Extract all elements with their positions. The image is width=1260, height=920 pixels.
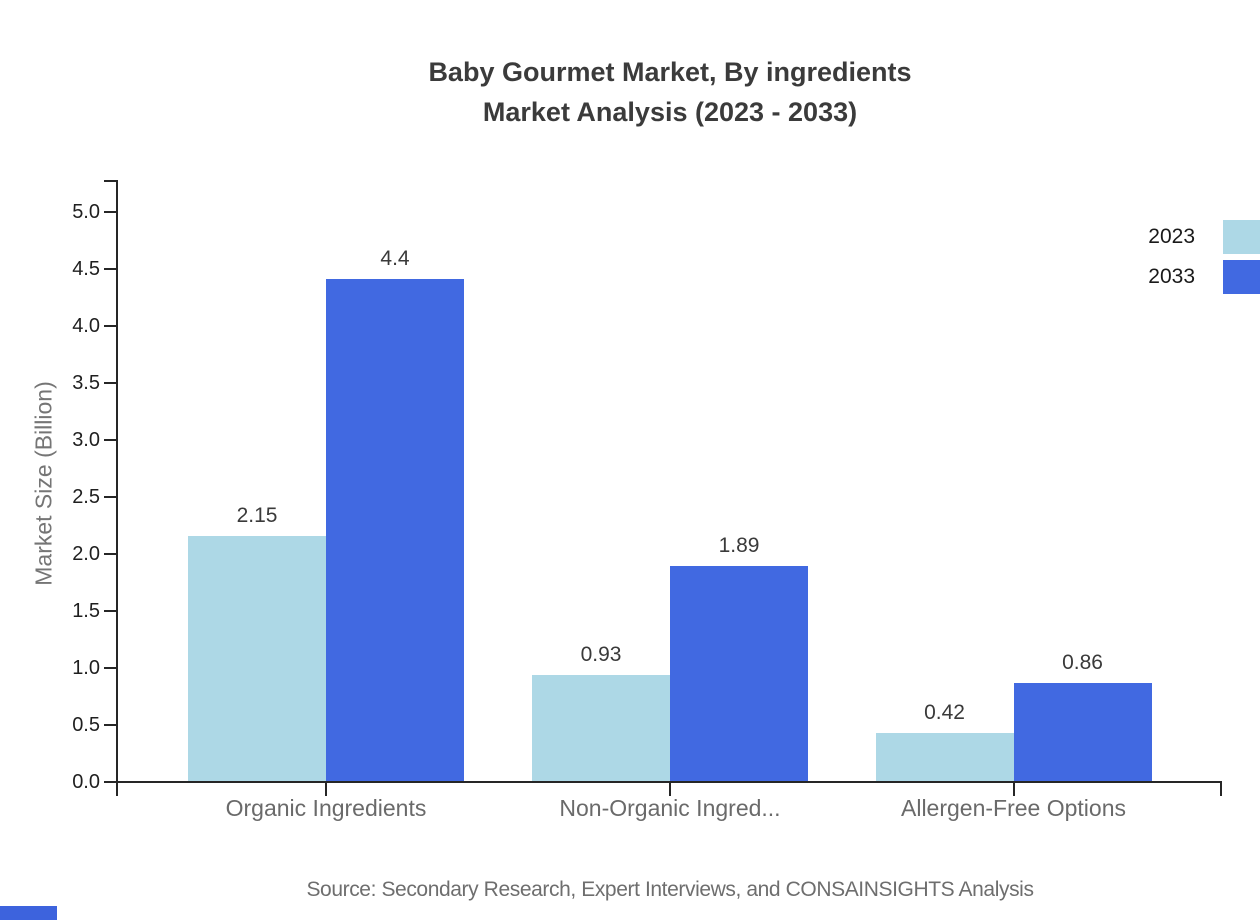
y-tick [104,268,116,270]
bar-value-label: 0.42 [924,701,965,725]
y-tick [104,610,116,612]
y-tick [104,496,116,498]
y-tick [104,781,116,783]
bar-2023-2 [875,733,1014,781]
y-tick [104,667,116,669]
bar-value-label: 0.86 [1062,650,1103,674]
x-tick [1012,783,1015,796]
y-tick-label: 4.5 [72,258,100,280]
y-tick [104,724,116,726]
y-tick-label: 2.5 [72,486,100,508]
y-axis-line [116,180,118,796]
bar-value-label: 4.4 [380,247,410,271]
bar-2033-1 [670,565,808,781]
legend-label: 2033 [1148,265,1195,288]
bar-2023-1 [532,674,670,781]
bar-value-label: 0.93 [580,642,622,666]
category-label: Allergen-Free Options [901,795,1126,821]
y-tick-label: 1.0 [72,657,100,679]
chart-title-line-1: Baby Gourmet Market, By ingredients [428,57,912,87]
bar-2033-2 [1013,682,1152,781]
y-tick [104,325,116,327]
chart-title-line-2: Market Analysis (2023 - 2033) [482,97,858,127]
y-tick-label: 3.5 [72,372,100,394]
source-text: Source: Secondary Research, Expert Inter… [306,878,1034,901]
x-axis-end-tick [1220,781,1222,796]
y-tick [104,211,116,213]
chart-title: Baby Gourmet Market, By ingredients Mark… [118,52,1222,132]
y-tick [104,553,116,555]
x-tick [669,783,671,796]
bar-value-label: 1.89 [718,533,760,557]
legend-swatch [1223,220,1260,254]
brand-mark [0,906,57,920]
y-tick-label: 5.0 [72,201,100,223]
bar-2023-0 [188,535,326,781]
y-tick-label: 0.5 [72,714,100,736]
x-tick [325,783,327,796]
legend-swatch [1223,260,1260,294]
y-tick [104,439,116,441]
bar-2033-0 [326,279,464,781]
y-axis-top-cap [104,180,118,182]
category-label: Organic Ingredients [225,795,427,821]
y-tick-label: 0.0 [72,771,100,793]
legend-item-2033: 2033 [1100,259,1260,294]
legend-item-2023: 2023 [1100,219,1260,254]
bar-value-label: 2.15 [236,503,278,527]
category-label: Non-Organic Ingred... [559,795,781,821]
y-tick-label: 3.0 [72,429,100,451]
x-axis-line [104,781,1222,783]
y-tick [104,382,116,384]
legend-label: 2023 [1148,225,1195,248]
y-tick-label: 4.0 [72,315,100,337]
y-tick-label: 1.5 [72,600,100,622]
y-tick-label: 2.0 [72,543,100,565]
